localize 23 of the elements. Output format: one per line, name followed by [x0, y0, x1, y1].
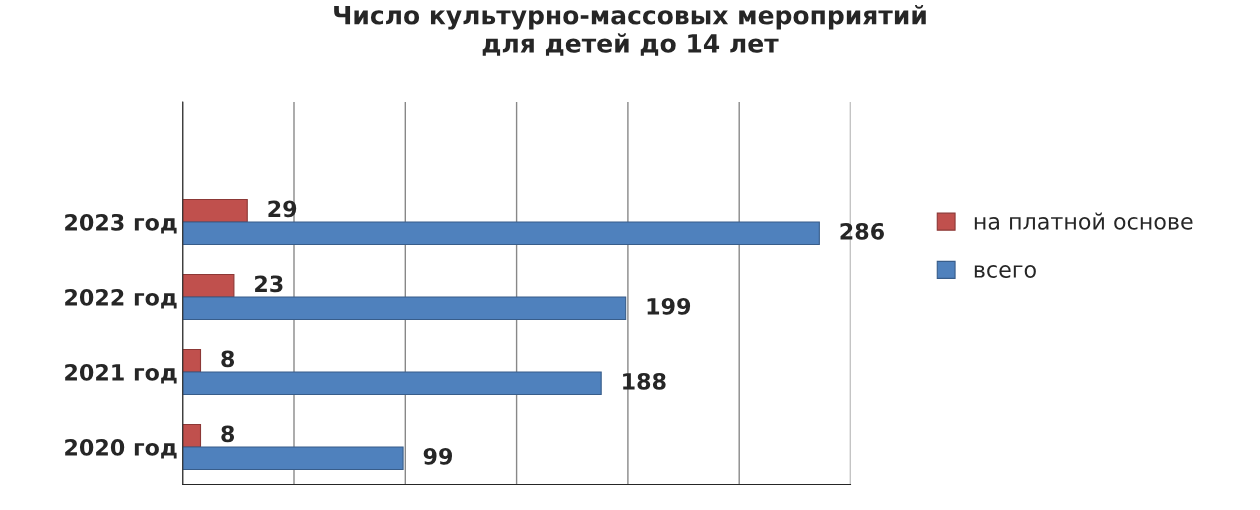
bar — [182, 371, 602, 396]
y-tick-label: 2023 год — [65, 213, 177, 234]
legend-label: на платной основе — [974, 212, 1193, 230]
bar — [182, 273, 235, 298]
bar — [182, 446, 404, 471]
bar — [182, 423, 202, 448]
y-tick-label: 2021 год — [65, 363, 177, 384]
data-label: 99 — [423, 447, 453, 465]
data-label: 199 — [647, 297, 691, 315]
data-label: 23 — [255, 275, 283, 293]
y-tick-label: 2020 год — [65, 438, 177, 459]
y-tick-label: 2022 год — [65, 288, 177, 309]
data-label: 8 — [221, 425, 235, 443]
bar — [182, 221, 820, 246]
legend-label: всего — [974, 265, 1036, 278]
data-label: 286 — [840, 222, 884, 240]
bar — [182, 198, 248, 223]
bar — [182, 296, 627, 321]
data-label: 188 — [623, 372, 666, 390]
data-label: 29 — [268, 200, 297, 218]
bar — [182, 348, 202, 373]
data-label: 8 — [221, 350, 235, 368]
chart-title: Число культурно-массовых мероприятий для детей до 14 лет — [334, 5, 926, 56]
